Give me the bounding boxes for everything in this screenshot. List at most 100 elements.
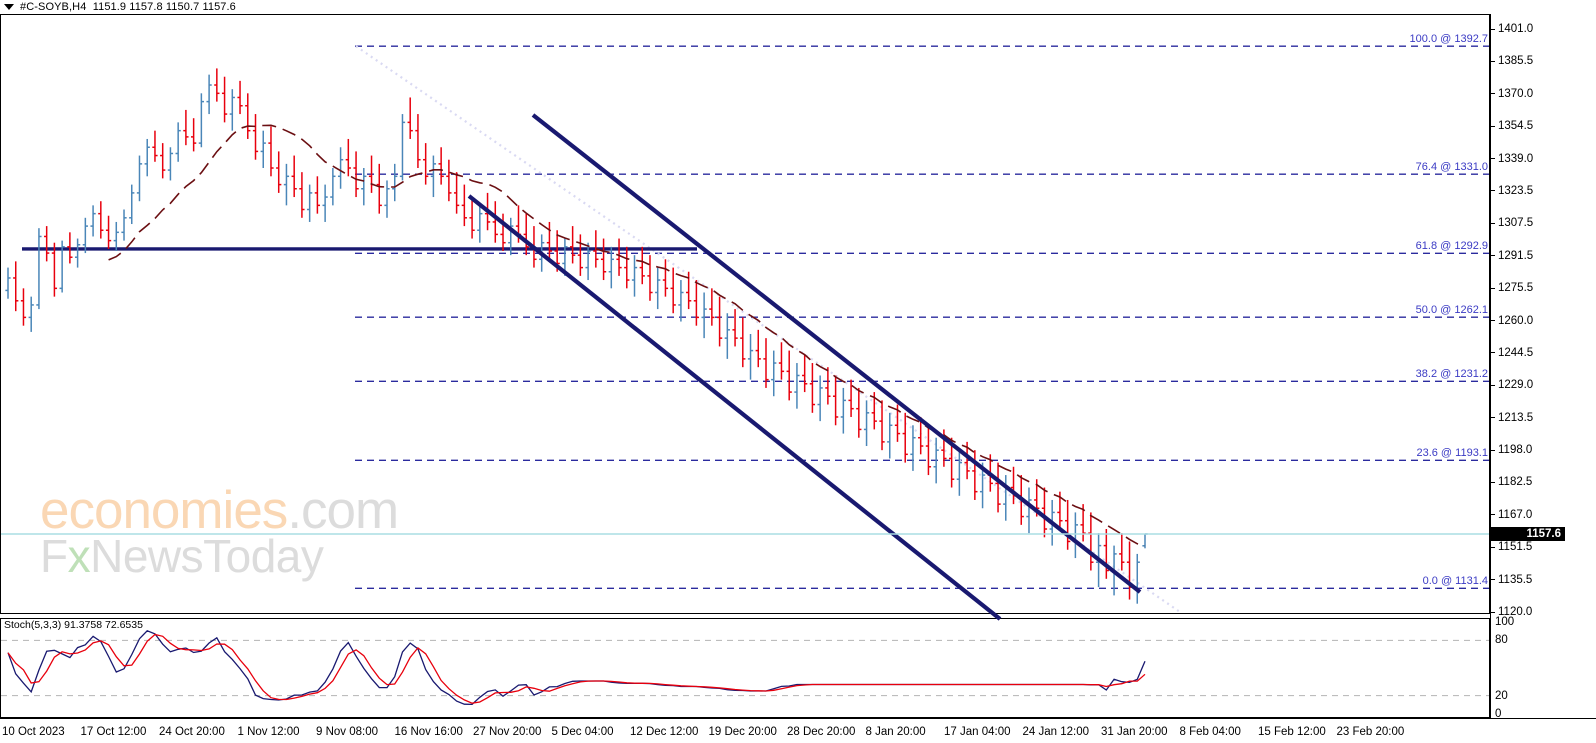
tick-mark-icon	[1491, 384, 1495, 386]
time-axis-label: 24 Jan 12:00	[1022, 726, 1090, 738]
tick-mark-icon	[1491, 125, 1495, 127]
triangle-down-icon[interactable]	[4, 4, 14, 10]
price-axis-tick-label: 1291.5	[1498, 249, 1534, 262]
price-axis-tick-label: 1229.0	[1498, 379, 1534, 392]
fibonacci-retracement-lines	[355, 45, 1489, 590]
price-axis-tick-label: 1167.0	[1498, 508, 1533, 521]
price-axis-tick: 1385.5	[1490, 55, 1596, 68]
fibonacci-level-label: 100.0 @ 1392.7	[1409, 33, 1488, 46]
price-axis-tick-label: 1244.5	[1498, 346, 1534, 359]
price-axis-tick-label: 1260.0	[1498, 314, 1534, 327]
price-axis-tick: 1244.5	[1490, 346, 1596, 359]
tick-mark-icon	[1491, 514, 1495, 516]
price-axis-tick-label: 1385.5	[1498, 55, 1534, 68]
upper-trendline	[531, 113, 1142, 594]
tick-mark-icon	[1491, 320, 1495, 321]
price-axis-tick-label: 1198.0	[1498, 444, 1533, 457]
tick-mark-icon	[1491, 190, 1495, 192]
time-axis-label: 9 Nov 08:00	[316, 726, 379, 738]
time-axis-label: 12 Dec 12:00	[630, 726, 699, 738]
time-axis-label: 8 Jan 20:00	[865, 726, 926, 738]
price-axis-tick: 1354.5	[1490, 120, 1596, 133]
price-axis-tick: 1151.5	[1490, 541, 1596, 554]
price-axis-tick: 1167.0	[1490, 508, 1596, 521]
price-axis-tick: 1198.0	[1490, 444, 1596, 457]
moving-average-line	[108, 124, 1146, 547]
stochastic-d-line	[7, 633, 1146, 704]
tick-mark-icon	[1491, 222, 1495, 224]
price-axis-tick: 1401.0	[1490, 23, 1596, 36]
time-axis-label: 28 Dec 20:00	[787, 726, 856, 738]
price-axis-tick-label: 1182.5	[1498, 476, 1533, 489]
price-axis-tick-label: 1401.0	[1498, 23, 1534, 35]
time-axis-label: 1 Nov 12:00	[237, 726, 300, 738]
tick-mark-icon	[1491, 546, 1495, 548]
tick-mark-icon	[1491, 449, 1495, 451]
time-axis-label: 15 Feb 12:00	[1258, 726, 1326, 738]
fibonacci-level-label: 38.2 @ 1231.2	[1415, 368, 1488, 381]
time-axis-label: 19 Dec 20:00	[708, 726, 777, 738]
price-axis-tick: 1213.5	[1490, 411, 1596, 424]
price-axis-tick: 1275.5	[1490, 282, 1596, 295]
price-axis-tick-label: 1151.5	[1498, 541, 1533, 554]
price-axis-tick: 1370.0	[1490, 87, 1596, 100]
price-axis[interactable]: 1401.0 1385.5 1370.0 1354.5 1339.0 1323.5 1307…	[1490, 14, 1596, 720]
price-axis-tick-label: 1213.5	[1498, 411, 1534, 424]
stochastic-scale-label: 20	[1495, 689, 1508, 702]
price-axis-tick: 1339.0	[1490, 152, 1596, 165]
fibonacci-level-label: 23.6 @ 1193.1	[1416, 447, 1488, 460]
tick-mark-icon	[1491, 255, 1495, 257]
stochastic-indicator-label: Stoch(5,3,3) 91.3758 72.6535	[4, 619, 143, 631]
tick-mark-icon	[1491, 611, 1495, 613]
time-axis-label: 16 Nov 16:00	[394, 726, 463, 738]
current-price-badge: 1157.6	[1491, 526, 1565, 541]
time-axis-label: 5 Dec 04:00	[551, 726, 614, 738]
tick-mark-icon	[1491, 352, 1495, 354]
symbol-quote-text: #C-SOYB,H4 1151.9 1157.8 1150.7 1157.6	[20, 1, 236, 13]
price-axis-tick: 1291.5	[1490, 249, 1596, 262]
fibonacci-level-label: 0.0 @ 1131.4	[1422, 575, 1488, 588]
price-axis-tick: 1229.0	[1490, 379, 1596, 392]
chart-titlebar: #C-SOYB,H4 1151.9 1157.8 1150.7 1157.6	[0, 0, 1596, 14]
price-axis-tick-label: 1323.5	[1498, 184, 1534, 197]
price-axis-tick: 1120.0	[1490, 606, 1596, 619]
stochastic-pane-frame	[0, 618, 1490, 718]
stochastic-k-line	[7, 630, 1146, 706]
tick-mark-icon	[1491, 60, 1495, 62]
tick-mark-icon	[1491, 28, 1495, 30]
fibonacci-level-label: 61.8 @ 1292.9	[1415, 240, 1488, 253]
descending-channel-trendlines	[467, 113, 1142, 621]
price-axis-tick-label: 1339.0	[1498, 152, 1534, 165]
time-axis-label: 23 Feb 20:00	[1336, 726, 1405, 738]
time-axis-frame	[0, 718, 1596, 743]
tick-mark-icon	[1491, 287, 1495, 289]
price-axis-tick-label: 1275.5	[1498, 282, 1534, 295]
time-axis-label: 17 Oct 12:00	[80, 726, 147, 738]
time-axis-label: 27 Nov 20:00	[473, 726, 542, 738]
stochastic-scale-label: 100	[1495, 616, 1515, 628]
price-axis-tick: 1260.0	[1490, 314, 1596, 327]
tick-mark-icon	[1491, 481, 1495, 483]
tick-mark-icon	[1491, 579, 1495, 581]
price-axis-frame	[1490, 14, 1596, 718]
price-axis-tick-label: 1307.5	[1498, 217, 1534, 230]
price-axis-tick-label: 1120.0	[1498, 606, 1533, 618]
price-axis-tick-label: 1354.5	[1498, 120, 1534, 133]
price-axis-tick: 1135.5	[1490, 573, 1596, 586]
price-axis-tick-label: 1370.0	[1498, 87, 1534, 100]
tick-mark-icon	[1491, 158, 1495, 160]
price-axis-tick: 1323.5	[1490, 184, 1596, 197]
price-axis-tick: 1182.5	[1490, 476, 1596, 489]
time-axis-label: 10 Oct 2023	[2, 726, 65, 738]
time-axis-label: 17 Jan 04:00	[944, 726, 1011, 738]
time-axis-label: 31 Jan 20:00	[1101, 726, 1168, 738]
stochastic-scale-label: 80	[1495, 634, 1508, 647]
stochastic-scale-label: 0	[1495, 708, 1502, 720]
lower-trendline	[467, 194, 1002, 621]
price-pane-frame	[0, 14, 1490, 614]
price-axis-tick-label: 1135.5	[1498, 573, 1533, 586]
tick-mark-icon	[1491, 417, 1495, 419]
time-axis-label: 24 Oct 20:00	[159, 726, 225, 738]
